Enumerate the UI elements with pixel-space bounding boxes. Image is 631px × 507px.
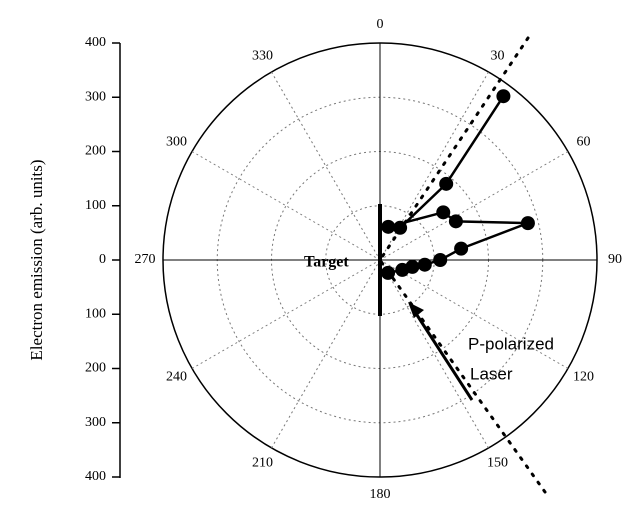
y-tick-label: 400 xyxy=(85,35,106,50)
angle-tick-label: 60 xyxy=(577,135,591,150)
data-point xyxy=(417,257,432,272)
angle-grid-line xyxy=(379,151,569,261)
angle-grid-line xyxy=(191,151,381,261)
angle-grid-line xyxy=(271,71,381,261)
laser-incidence-line xyxy=(378,258,547,494)
angle-tick-label: 120 xyxy=(573,370,594,385)
data-point xyxy=(433,253,448,267)
y-tick-label: 400 xyxy=(85,469,106,484)
y-tick-label: 100 xyxy=(85,306,106,321)
target xyxy=(378,204,382,316)
data-point xyxy=(395,262,410,277)
angle-tick-label: 210 xyxy=(252,456,273,471)
target-label: Target xyxy=(304,254,349,271)
angle-tick-label: 90 xyxy=(608,252,622,267)
data-point xyxy=(448,214,463,229)
laser-label: Laser xyxy=(470,364,513,383)
laser-label: P-polarized xyxy=(468,334,554,353)
data-point xyxy=(393,220,408,235)
data-point xyxy=(454,241,469,256)
angle-tick-label: 150 xyxy=(487,456,508,471)
angle-grid-line xyxy=(379,259,489,449)
data-point xyxy=(439,176,454,191)
y-tick-label: 300 xyxy=(85,89,106,104)
data-point xyxy=(381,265,396,280)
angle-grid-line xyxy=(191,259,381,369)
angle-tick-label: 270 xyxy=(135,252,156,267)
angle-tick-label: 0 xyxy=(377,17,384,32)
arrow-head xyxy=(408,302,424,318)
y-tick-label: 300 xyxy=(85,415,106,430)
data-point xyxy=(381,219,396,234)
data-point xyxy=(520,216,535,231)
angle-tick-label: 330 xyxy=(252,49,273,64)
angle-tick-label: 30 xyxy=(491,49,505,64)
angle-tick-label: 240 xyxy=(166,370,187,385)
y-tick-label: 200 xyxy=(85,361,106,376)
laser-arrow xyxy=(413,311,474,401)
y-tick-label: 0 xyxy=(99,252,106,267)
data-point xyxy=(436,205,451,220)
y-tick-label: 200 xyxy=(85,144,106,159)
angle-tick-label: 180 xyxy=(370,487,391,502)
angle-grid-line xyxy=(379,259,569,369)
angle-grid-line xyxy=(271,259,381,449)
y-tick-label: 100 xyxy=(85,198,106,213)
y-axis-label: Electron emission (arb. units) xyxy=(27,159,46,360)
angle-tick-label: 300 xyxy=(166,135,187,150)
data-point xyxy=(496,89,511,104)
